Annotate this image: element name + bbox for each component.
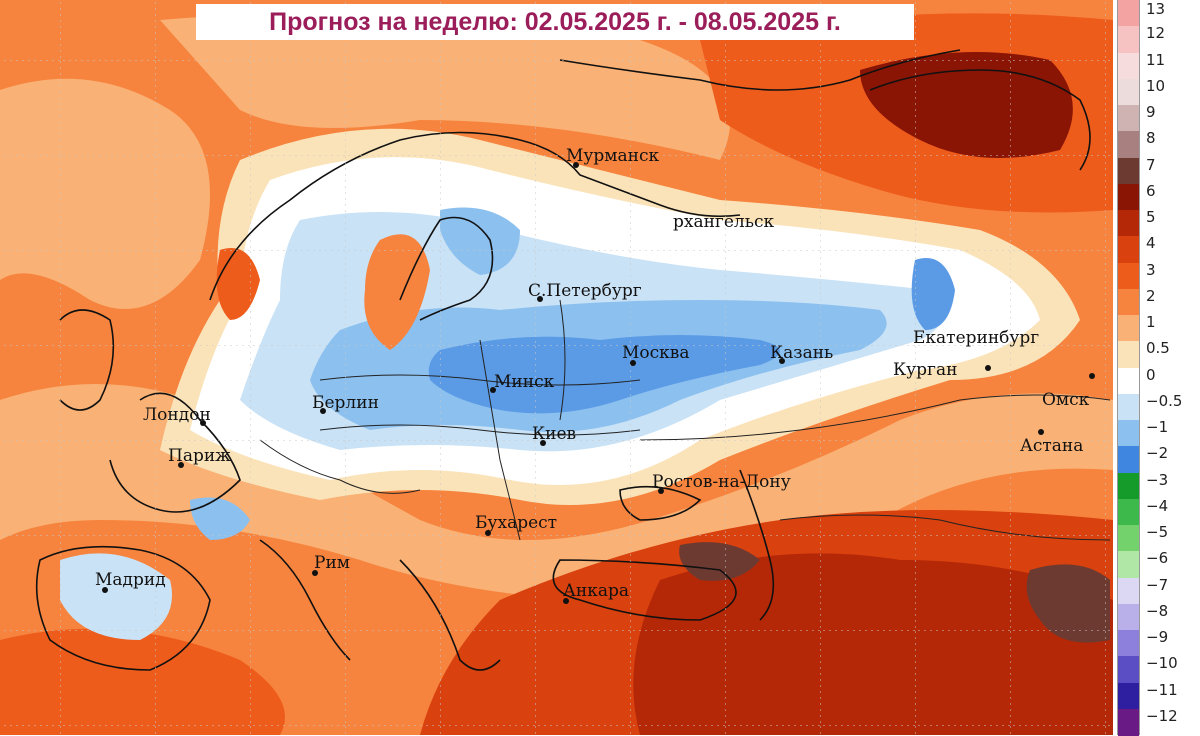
city-dot-berlin (320, 408, 326, 414)
city-label-madrid: Мадрид (95, 570, 166, 590)
legend-swatch (1118, 131, 1139, 158)
legend-swatch (1118, 367, 1139, 395)
legend-swatch (1118, 577, 1139, 605)
legend-swatch (1118, 236, 1139, 263)
city-dot-bucharest (485, 530, 491, 536)
anomaly-map: Прогноз на неделю: 02.05.2025 г. - 08.05… (0, 0, 1113, 735)
legend-label: 11 (1146, 50, 1166, 69)
city-dot-murmansk (573, 162, 579, 168)
legend-label: −6 (1146, 549, 1169, 568)
legend-label: 12 (1146, 24, 1166, 43)
city-label-murmansk: Мурманск (566, 146, 660, 166)
city-dot-kazan (779, 358, 785, 364)
legend-label: 6 (1146, 181, 1156, 200)
city-label-bucharest: Бухарест (475, 513, 558, 533)
city-label-yekaterinburg: Екатеринбург (913, 328, 1040, 348)
city-label-ankara: Анкара (563, 581, 629, 601)
legend-swatch (1118, 26, 1139, 53)
legend-label: 0.5 (1146, 339, 1170, 358)
legend-label: 9 (1146, 103, 1156, 121)
legend-colorbar (1117, 0, 1140, 736)
legend-swatch (1118, 393, 1139, 421)
city-dot-st-petersburg (537, 296, 543, 302)
legend-swatch (1118, 210, 1139, 237)
legend-label: 1 (1146, 313, 1156, 331)
city-dot-kurgan (985, 365, 991, 371)
legend-swatch (1118, 105, 1139, 132)
city-label-kurgan: Курган (893, 360, 958, 380)
legend-label: 2 (1146, 286, 1156, 305)
city-dot-astana (1038, 429, 1044, 435)
legend-swatch (1118, 262, 1139, 290)
legend-swatch (1118, 525, 1139, 552)
legend-label: −3 (1146, 470, 1169, 489)
legend-label: −7 (1146, 575, 1169, 594)
legend-label: 13 (1146, 0, 1166, 18)
city-dot-moscow (630, 360, 636, 366)
legend-swatch (1118, 420, 1139, 447)
legend-label: −9 (1146, 628, 1169, 646)
city-dot-kiev (540, 440, 546, 446)
legend-swatch (1118, 682, 1139, 710)
legend-swatch (1118, 630, 1139, 657)
city-label-moscow: Москва (622, 343, 690, 363)
city-dot-omsk (1089, 373, 1095, 379)
legend-swatch (1118, 472, 1139, 500)
legend-label: −1 (1146, 418, 1169, 436)
city-dot-rostov (658, 488, 664, 494)
city-label-arkhangelsk: рхангельск (673, 212, 775, 232)
city-dot-madrid (102, 587, 108, 593)
map-title: Прогноз на неделю: 02.05.2025 г. - 08.05… (196, 4, 914, 40)
legend-swatch (1118, 498, 1139, 526)
city-label-omsk: Омск (1042, 390, 1090, 410)
legend-swatch (1118, 446, 1139, 473)
graticule (0, 0, 1113, 735)
city-dot-ankara (563, 598, 569, 604)
legend-swatch (1118, 315, 1139, 342)
city-label-st-petersburg: С.Петербург (528, 281, 642, 301)
color-legend: 13 12 11 10 9 8 7 6 5 4 3 2 1 0.5 0 −0.5 −1 −2 −3 −4 −5 −6 −7 −… (1113, 0, 1200, 736)
city-label-london: Лондон (143, 405, 211, 425)
city-label-berlin: Берлин (312, 393, 379, 413)
legend-swatch (1118, 603, 1139, 631)
city-label-kiev: Киев (532, 424, 577, 444)
city-dot-rome (312, 570, 318, 576)
legend-label: 0 (1146, 365, 1156, 384)
legend-swatch (1118, 183, 1139, 211)
legend-label: −5 (1146, 523, 1169, 541)
city-label-minsk: Минск (494, 372, 555, 392)
map-canvas (0, 0, 1113, 735)
city-dot-london (200, 420, 206, 426)
legend-label: −0.5 (1146, 391, 1183, 410)
legend-swatch (1118, 656, 1139, 683)
legend-label: −12 (1146, 706, 1178, 725)
legend-swatch (1118, 0, 1139, 27)
city-dot-paris (178, 462, 184, 468)
legend-swatch (1118, 157, 1139, 185)
legend-label: 3 (1146, 260, 1156, 279)
city-label-paris: Париж (168, 446, 231, 466)
legend-label: 10 (1146, 76, 1166, 95)
legend-swatch (1118, 52, 1139, 80)
legend-swatch (1118, 551, 1139, 578)
city-dot-minsk (490, 387, 496, 393)
legend-swatch (1118, 78, 1139, 106)
legend-label: 4 (1146, 234, 1156, 253)
city-label-rostov: Ростов-на-Дону (652, 472, 791, 492)
legend-label: 5 (1146, 208, 1156, 226)
legend-label: −2 (1146, 444, 1169, 463)
city-label-rome: Рим (314, 553, 350, 573)
legend-swatch (1118, 288, 1139, 316)
city-label-kazan: Казань (770, 343, 834, 363)
legend-label: −4 (1146, 496, 1169, 515)
city-label-astana: Астана (1020, 436, 1084, 456)
legend-label: −8 (1146, 601, 1169, 620)
legend-label: −10 (1146, 654, 1178, 673)
legend-label: 7 (1146, 155, 1156, 174)
legend-swatch (1118, 708, 1139, 736)
legend-label: −11 (1146, 680, 1178, 699)
legend-swatch (1118, 341, 1139, 368)
legend-label: 8 (1146, 129, 1156, 148)
